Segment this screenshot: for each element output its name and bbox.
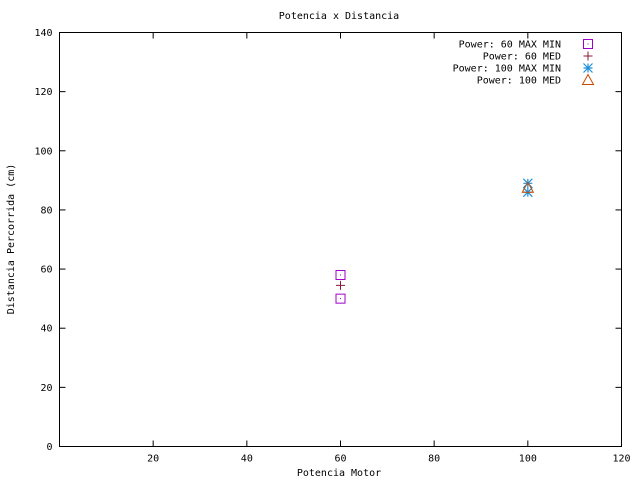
legend-label: Power: 60 MED (483, 52, 561, 63)
y-axis: 0 20 40 60 80 100 120 140 (34, 28, 622, 453)
y-tick-label: 140 (34, 28, 52, 39)
y-tick-label: 20 (40, 383, 52, 394)
legend-label: Power: 100 MAX MIN (453, 64, 561, 75)
data-point-star (522, 178, 533, 189)
x-tick-label: 20 (147, 454, 159, 465)
legend-label: Power: 60 MAX MIN (459, 40, 561, 51)
data-points (335, 178, 535, 304)
y-tick-label: 120 (34, 87, 52, 98)
y-tick-label: 40 (40, 324, 52, 335)
x-tick-label: 100 (519, 454, 537, 465)
data-point-plus (336, 280, 345, 290)
x-tick-label: 60 (334, 454, 346, 465)
data-point-triangle (521, 181, 535, 193)
data-point-square (335, 269, 346, 280)
x-tick-label: 40 (241, 454, 253, 465)
chart-title: Potencia x Distancia (279, 11, 399, 22)
y-tick-label: 60 (40, 265, 52, 276)
x-tick-label: 80 (428, 454, 440, 465)
legend-marker-plus (583, 51, 593, 61)
legend-marker-triangle (581, 73, 595, 85)
y-axis-label: Distancia Percorrida (cm) (6, 164, 17, 315)
x-tick-label: 120 (612, 454, 630, 465)
data-point-square (335, 293, 346, 304)
y-tick-label: 0 (46, 442, 52, 453)
x-axis-label: Potencia Motor (297, 468, 381, 479)
legend-marker-star (583, 63, 593, 73)
x-axis: 20 40 60 80 100 120 (147, 32, 631, 465)
y-tick-label: 80 (40, 205, 52, 216)
legend-label: Power: 100 MED (477, 76, 561, 87)
legend-marker-square (583, 39, 593, 49)
y-tick-label: 100 (34, 146, 52, 157)
